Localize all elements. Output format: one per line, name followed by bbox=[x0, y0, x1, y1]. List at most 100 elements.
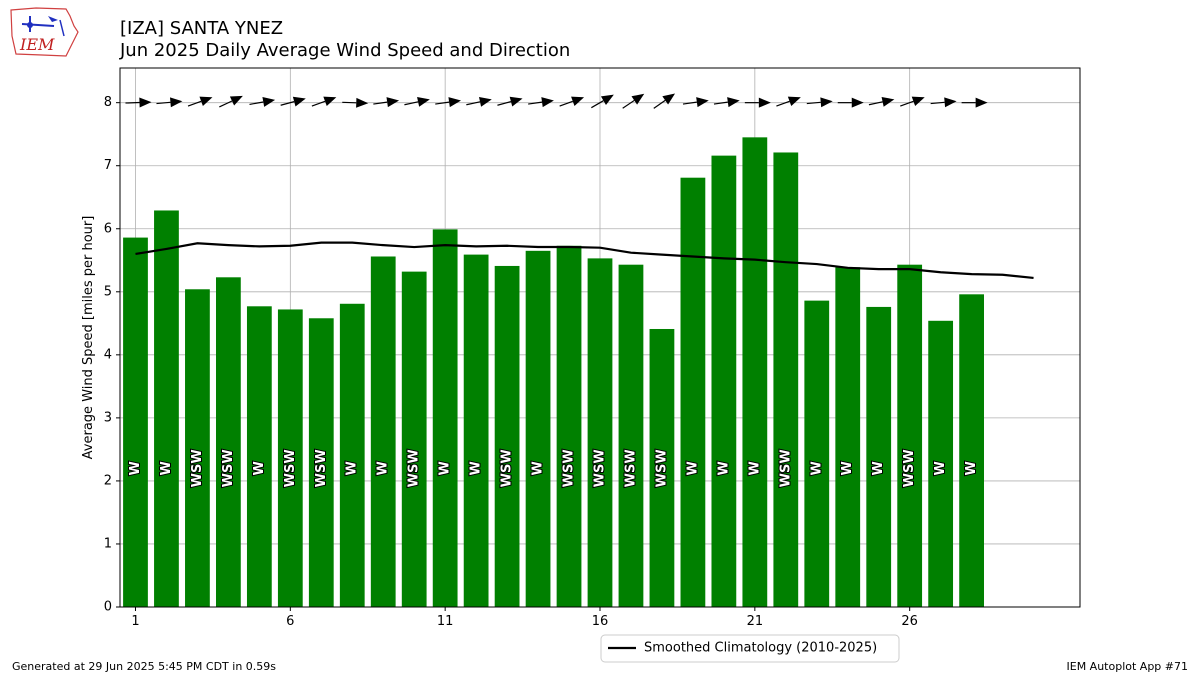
direction-label: W bbox=[685, 461, 700, 475]
x-tick-label: 11 bbox=[437, 614, 454, 629]
bar bbox=[370, 256, 396, 607]
wind-arrow bbox=[713, 97, 740, 108]
bar bbox=[246, 306, 272, 607]
bar bbox=[773, 152, 799, 607]
bar bbox=[123, 237, 148, 607]
bar bbox=[804, 300, 830, 607]
bar bbox=[897, 264, 923, 607]
chart-title: Jun 2025 Daily Average Wind Speed and Di… bbox=[120, 40, 571, 61]
wind-arrow bbox=[156, 97, 183, 108]
direction-label: WSW bbox=[500, 449, 515, 487]
wind-arrow bbox=[125, 97, 152, 108]
wind-arrow-head bbox=[851, 97, 864, 108]
direction-label: W bbox=[531, 461, 546, 475]
wind-arrow-shaft bbox=[930, 101, 945, 105]
direction-label: W bbox=[128, 461, 143, 475]
bar bbox=[649, 328, 675, 607]
wind-arrow-shaft bbox=[682, 101, 697, 105]
x-tick-label: 21 bbox=[747, 614, 764, 629]
direction-label: W bbox=[469, 461, 484, 475]
direction-label: WSW bbox=[407, 449, 422, 487]
wind-arrow-head bbox=[199, 96, 213, 107]
wind-arrow bbox=[435, 97, 462, 108]
logo-text: IEM bbox=[19, 35, 55, 54]
wind-arrow-head bbox=[170, 97, 183, 108]
wind-arrow bbox=[404, 96, 430, 107]
direction-label: WSW bbox=[623, 449, 638, 487]
bar bbox=[680, 177, 706, 607]
wind-arrow-shaft bbox=[776, 100, 790, 107]
y-tick-label: 3 bbox=[104, 410, 112, 425]
bar bbox=[556, 245, 582, 607]
bar bbox=[959, 294, 984, 607]
y-tick-label: 1 bbox=[104, 536, 112, 551]
legend-label: Smoothed Climatology (2010-2025) bbox=[644, 641, 877, 656]
wind-arrow-head bbox=[881, 96, 895, 107]
direction-label: W bbox=[159, 461, 174, 475]
wind-arrow-shaft bbox=[868, 101, 883, 106]
iem-logo: IEM bbox=[10, 7, 79, 57]
wind-arrow-head bbox=[479, 96, 492, 107]
wind-arrow bbox=[806, 97, 833, 108]
wind-arrow-head bbox=[911, 96, 925, 107]
wind-arrow bbox=[559, 96, 585, 107]
wind-arrow-shaft bbox=[591, 100, 604, 109]
bar bbox=[339, 303, 365, 607]
bar bbox=[432, 229, 458, 607]
legend: Smoothed Climatology (2010-2025) bbox=[600, 634, 900, 663]
bar bbox=[308, 318, 334, 607]
x-tick-label: 1 bbox=[131, 614, 139, 629]
direction-label: W bbox=[438, 461, 453, 475]
wind-arrow-shaft bbox=[806, 101, 821, 105]
bar bbox=[587, 258, 613, 607]
wind-arrow-head bbox=[448, 97, 462, 108]
wind-arrow bbox=[497, 96, 523, 107]
footer-generated: Generated at 29 Jun 2025 5:45 PM CDT in … bbox=[12, 660, 277, 673]
direction-label: WSW bbox=[190, 449, 205, 487]
x-tick-label: 26 bbox=[901, 614, 918, 629]
direction-label: WSW bbox=[562, 449, 577, 487]
x-tick-label: 16 bbox=[592, 614, 609, 629]
bar bbox=[185, 289, 210, 607]
wind-arrow-shaft bbox=[559, 100, 573, 107]
direction-label: WSW bbox=[283, 449, 298, 487]
wind-arrow bbox=[591, 94, 614, 109]
wind-arrow bbox=[219, 95, 243, 108]
bar bbox=[216, 277, 241, 607]
wind-arrow-head bbox=[262, 97, 276, 107]
wind-arrow-shaft bbox=[466, 101, 481, 106]
bar bbox=[711, 155, 737, 608]
bar bbox=[618, 264, 644, 607]
wind-arrow-head bbox=[509, 96, 523, 107]
direction-label: W bbox=[809, 461, 824, 475]
wind-arrow bbox=[342, 97, 369, 108]
wind-arrow-head bbox=[975, 97, 988, 108]
wind-arrow bbox=[187, 96, 213, 107]
wind-arrow-head bbox=[571, 96, 585, 107]
wind-arrow-head bbox=[662, 93, 676, 105]
y-tick-label: 5 bbox=[104, 284, 112, 299]
footer-app-id: IEM Autoplot App #71 bbox=[1066, 660, 1189, 673]
wind-arrow-shaft bbox=[311, 100, 326, 107]
wind-arrow-head bbox=[292, 96, 306, 107]
direction-label: W bbox=[964, 461, 979, 475]
bar bbox=[463, 254, 489, 607]
direction-label: W bbox=[933, 461, 948, 475]
wind-arrow-shaft bbox=[713, 101, 728, 105]
bar bbox=[401, 271, 427, 607]
y-tick-label: 6 bbox=[104, 221, 112, 236]
wind-arrow-head bbox=[229, 95, 243, 106]
wind-arrow bbox=[373, 97, 400, 108]
bar bbox=[742, 137, 768, 607]
wind-arrow-head bbox=[139, 97, 152, 108]
y-axis-label: Average Wind Speed [miles per hour] bbox=[81, 216, 96, 460]
wind-arrow bbox=[837, 97, 864, 108]
y-tick-label: 4 bbox=[104, 347, 112, 362]
wind-arrow-head bbox=[787, 96, 801, 107]
wind-arrow-shaft bbox=[653, 99, 666, 109]
direction-label: W bbox=[252, 461, 267, 475]
direction-label: WSW bbox=[778, 449, 793, 487]
direction-label: W bbox=[376, 461, 391, 475]
wind-arrow bbox=[622, 93, 645, 109]
